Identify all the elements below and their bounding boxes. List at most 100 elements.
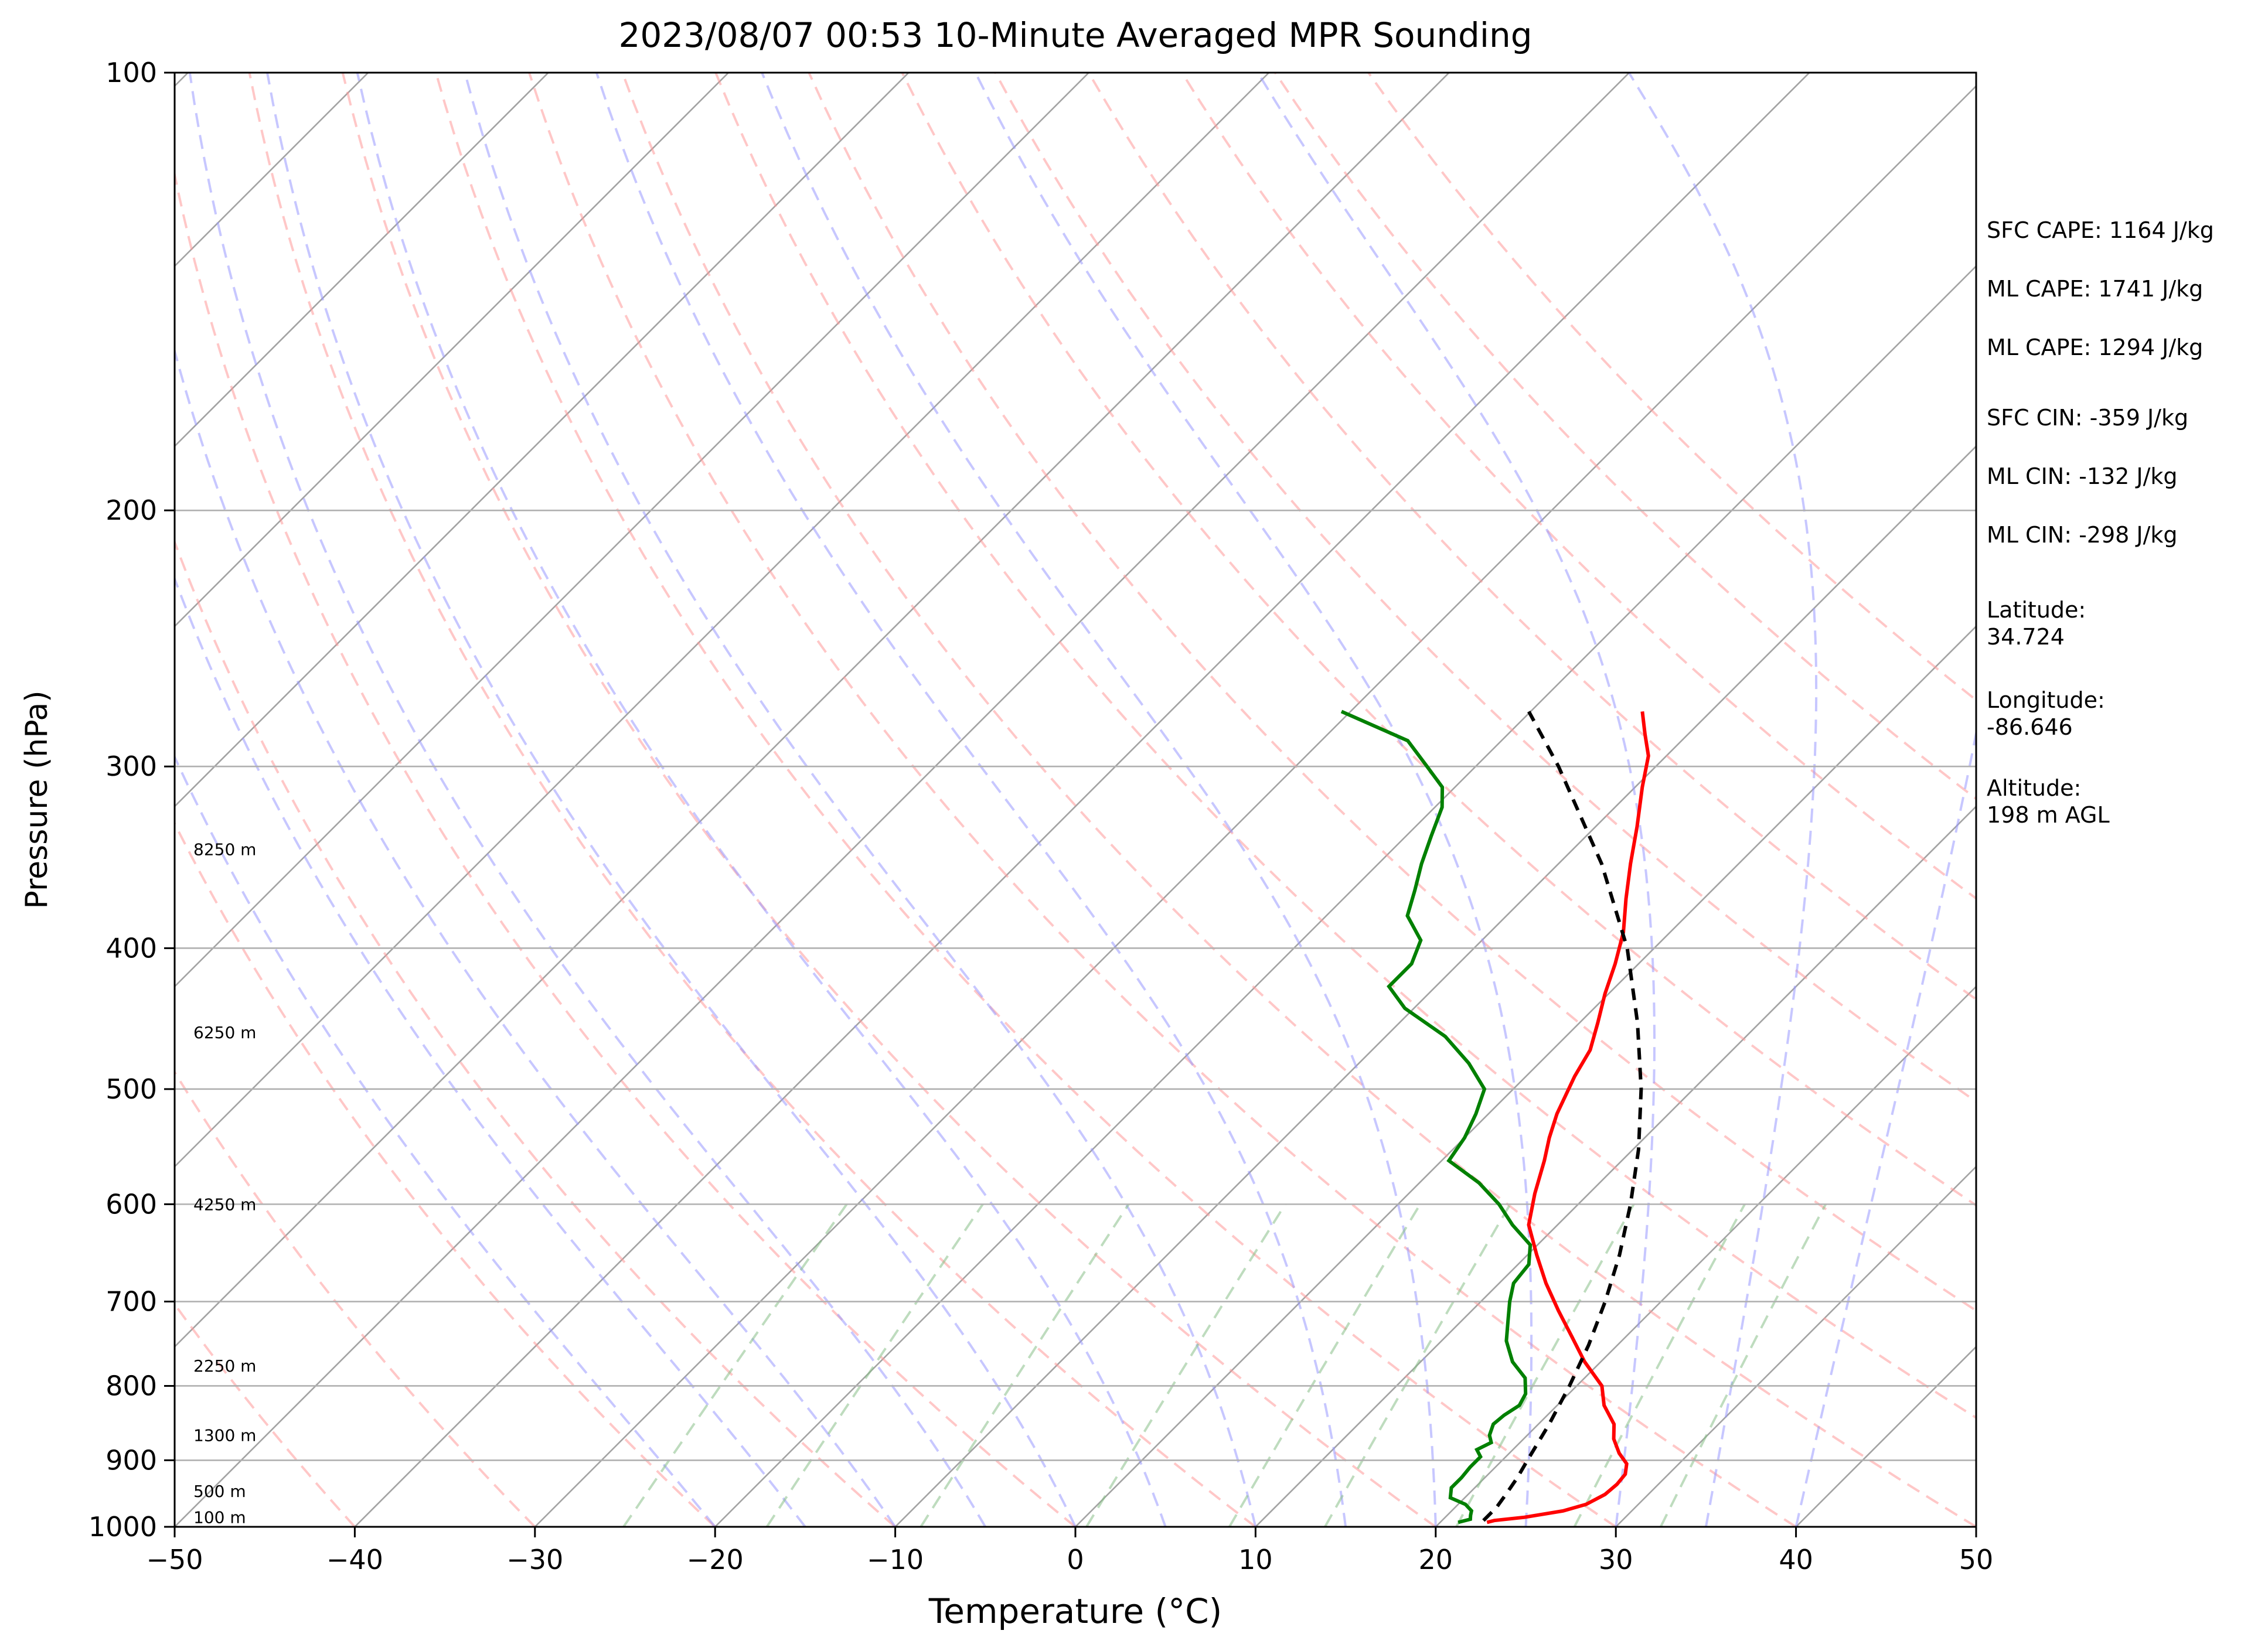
moist-adiabat-line [356, 73, 1167, 1527]
height-label: 1300 m [193, 1426, 256, 1445]
ml-cape-text: ML CAPE: 1741 J/kg [1987, 276, 2204, 302]
height-label: 2250 m [193, 1356, 256, 1376]
mixing-ratio-line [1085, 1203, 1286, 1527]
dry-adiabat-line [1274, 73, 1976, 800]
moist-adiabat-line [1627, 73, 1818, 1527]
y-tick-label: 500 [105, 1073, 157, 1105]
dry-adiabat-line [175, 1070, 536, 1527]
isotherm-line [175, 73, 549, 448]
mixing-ratio-line [1659, 1203, 1827, 1527]
isotherm-line [354, 73, 1810, 1527]
isotherm-line [175, 73, 369, 268]
moist-adiabat-line [1794, 727, 1976, 1527]
x-tick-label: 30 [1599, 1544, 1633, 1575]
height-label: 500 m [193, 1482, 246, 1501]
isotherm-line [1615, 1165, 1976, 1527]
y-tick-label: 600 [105, 1188, 157, 1220]
x-tick-label: −30 [506, 1544, 563, 1575]
latitude-text: Latitude: 34.724 [1987, 597, 2086, 650]
dry-adiabat-line [808, 73, 1976, 1312]
y-tick-label: 800 [105, 1370, 157, 1401]
y-tick-label: 900 [105, 1444, 157, 1476]
isotherm-line [175, 73, 1450, 1348]
ml-cin-text-2: ML CIN: -298 J/kg [1987, 522, 2178, 548]
dry-adiabat-line [994, 73, 1976, 1103]
dry-adiabat-line [248, 73, 1256, 1527]
parcel-profile-line [1482, 710, 1643, 1522]
x-tick-label: −40 [326, 1544, 383, 1575]
altitude-text: Altitude: 198 m AGL [1987, 775, 2110, 828]
sfc-cape-text: SFC CAPE: 1164 J/kg [1987, 217, 2214, 243]
isotherm-line [175, 73, 729, 627]
x-tick-label: −10 [867, 1544, 924, 1575]
moist-adiabat-line [595, 73, 1347, 1527]
moist-adiabat-line [761, 73, 1437, 1527]
dry-adiabat-line [175, 538, 896, 1527]
x-tick-label: 50 [1959, 1544, 1994, 1575]
plot-frame [173, 71, 1977, 1528]
isotherm-line [175, 73, 1270, 1168]
moist-adiabat-line [464, 73, 1257, 1527]
sfc-cin-text: SFC CIN: -359 J/kg [1987, 405, 2189, 431]
isotherm-line [1075, 625, 1976, 1527]
dry-adiabat-line [621, 73, 1976, 1527]
moist-adiabat-line [188, 73, 987, 1527]
dewpoint-profile-line [1340, 710, 1533, 1524]
y-tick-label: 400 [105, 932, 157, 964]
background-lines [0, 73, 1976, 1527]
height-label: 8250 m [193, 840, 256, 859]
dry-adiabat-line [1367, 73, 1976, 702]
height-label: 100 m [193, 1508, 246, 1527]
mixing-ratio-line [622, 1203, 848, 1527]
height-label: 6250 m [193, 1023, 256, 1042]
dry-adiabat-line [175, 821, 716, 1527]
height-labels: 100 m 500 m 1300 m 2250 m 4250 m 6250 m 8250 m [193, 840, 256, 1527]
isotherm-line [0, 73, 8, 1527]
mixing-ratio-line [1573, 1203, 1746, 1527]
moist-adiabat-line [1256, 73, 1656, 1527]
moist-adiabat-line [175, 575, 806, 1527]
temperature-profile-line [1486, 711, 1650, 1524]
dry-adiabat-line [714, 73, 1976, 1420]
dry-adiabat-line [341, 73, 1436, 1527]
isotherm-line [534, 84, 1976, 1527]
y-tick-label: 1000 [88, 1511, 157, 1543]
longitude-text: Longitude: -86.646 [1987, 687, 2105, 740]
ml-cape-text-2: ML CAPE: 1294 J/kg [1987, 335, 2204, 360]
x-tick-label: 0 [1067, 1544, 1084, 1575]
y-axis-label: Pressure (hPa) [19, 691, 55, 909]
y-axis-ticks: 100 200 300 400 500 600 700 800 900 1000 [88, 57, 175, 1543]
moist-adiabat-line [175, 346, 897, 1527]
dry-adiabat-line [434, 73, 1617, 1527]
isotherm-line [175, 73, 1089, 988]
height-label: 4250 m [193, 1195, 256, 1214]
y-tick-label: 700 [105, 1286, 157, 1318]
isotherm-line [894, 445, 1976, 1527]
isobar-grid [175, 509, 1976, 1461]
x-tick-label: 10 [1238, 1544, 1273, 1575]
y-tick-label: 100 [105, 57, 157, 88]
isotherm-line [175, 73, 1630, 1527]
isotherm-line [1435, 985, 1976, 1527]
dry-adiabat-line [175, 169, 1077, 1527]
ml-cin-text: ML CIN: -132 J/kg [1987, 463, 2178, 489]
mixing-ratio-line [920, 1203, 1130, 1527]
isotherm-line [1255, 805, 1976, 1527]
x-tick-label: 20 [1419, 1544, 1453, 1575]
x-axis-ticks: −50 −40 −30 −20 −10 0 10 20 30 40 50 [146, 1527, 1993, 1575]
y-tick-label: 200 [105, 494, 157, 526]
x-tick-label: −20 [687, 1544, 744, 1575]
dry-adiabat-line [901, 73, 1976, 1207]
moist-adiabat-line [266, 73, 1077, 1527]
dry-adiabat-line [175, 1302, 356, 1527]
chart-title: 2023/08/07 00:53 10-Minute Averaged MPR … [618, 15, 1532, 55]
dry-adiabat-line [1087, 73, 1976, 1001]
isotherm-line [175, 73, 910, 808]
moist-adiabat-line [974, 73, 1533, 1527]
dry-adiabat-line [528, 73, 1797, 1527]
x-axis-label: Temperature (°C) [928, 1591, 1222, 1631]
sounding-profiles [1340, 710, 1650, 1524]
y-tick-label: 300 [105, 751, 157, 782]
x-tick-label: 40 [1779, 1544, 1813, 1575]
